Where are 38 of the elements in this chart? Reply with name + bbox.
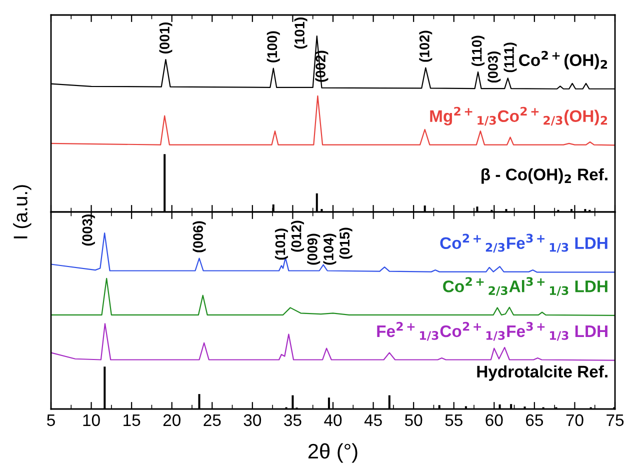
x-tick-label: 25 [204,414,221,426]
x-tick-label: 15 [124,414,140,426]
annotation: (102) [419,30,432,62]
x-tick-label: 45 [364,414,382,426]
annotation: (015) [339,228,352,259]
annotation: (012) [291,220,304,252]
annotation: (110) [472,36,484,66]
x-tick-label: 55 [445,414,462,426]
annotation: (104) [323,234,336,265]
x-tick-label: 60 [486,414,503,426]
series-label: β - Co(OH)$_{2}$ Ref. [482,168,608,184]
series-label: Hydrotalcite Ref. [477,365,608,381]
x-axis-title: 2θ (°) [308,443,358,463]
annotation: (006) [192,221,206,252]
annotation: (001) [159,22,172,54]
x-tick-label: 65 [526,414,543,426]
x-tick-label: 40 [324,414,342,426]
annotation: (101) [294,18,308,49]
x-tick-label: 75 [606,414,624,426]
annotation: (003) [82,214,95,246]
annotation: (003) [488,52,501,83]
annotation: (100) [266,31,280,62]
series-label: Co$^{2+}$$_{2/3}$Al$^{3+}$$_{1/3}$ LDH [443,277,608,296]
series-label: Mg$^{2+}$$_{1/3}$Co$^{2+}$$_{2/3}$(OH)$_{2}$ [430,106,608,126]
text: Fe$^{2+}$$_{1/3}$Co$^{2+}$$_{1/3}$Fe$^{3+}$$_{1/3}$ LDH [377,322,608,341]
x-tick-label: 50 [404,414,422,426]
annotation: (009) [307,234,320,265]
x-tick-label: 5 [47,414,55,426]
y-axis-title: I (a.u.) [13,185,32,238]
x-tick-label: 35 [284,414,302,426]
series-label: Co$^{2+}$(OH)$_{2}$ [519,50,608,70]
series-label: Co$^{2+}$$_{2/3}$Fe$^{3+}$$_{1/3}$ LDH [440,234,608,253]
x-tick-label: 20 [163,414,180,426]
x-tick-label: 10 [83,414,100,426]
annotation: (101) [274,228,288,260]
x-tick-label: 30 [244,414,262,426]
x-tick-label: 70 [566,414,584,426]
annotation: (111) [504,42,517,72]
